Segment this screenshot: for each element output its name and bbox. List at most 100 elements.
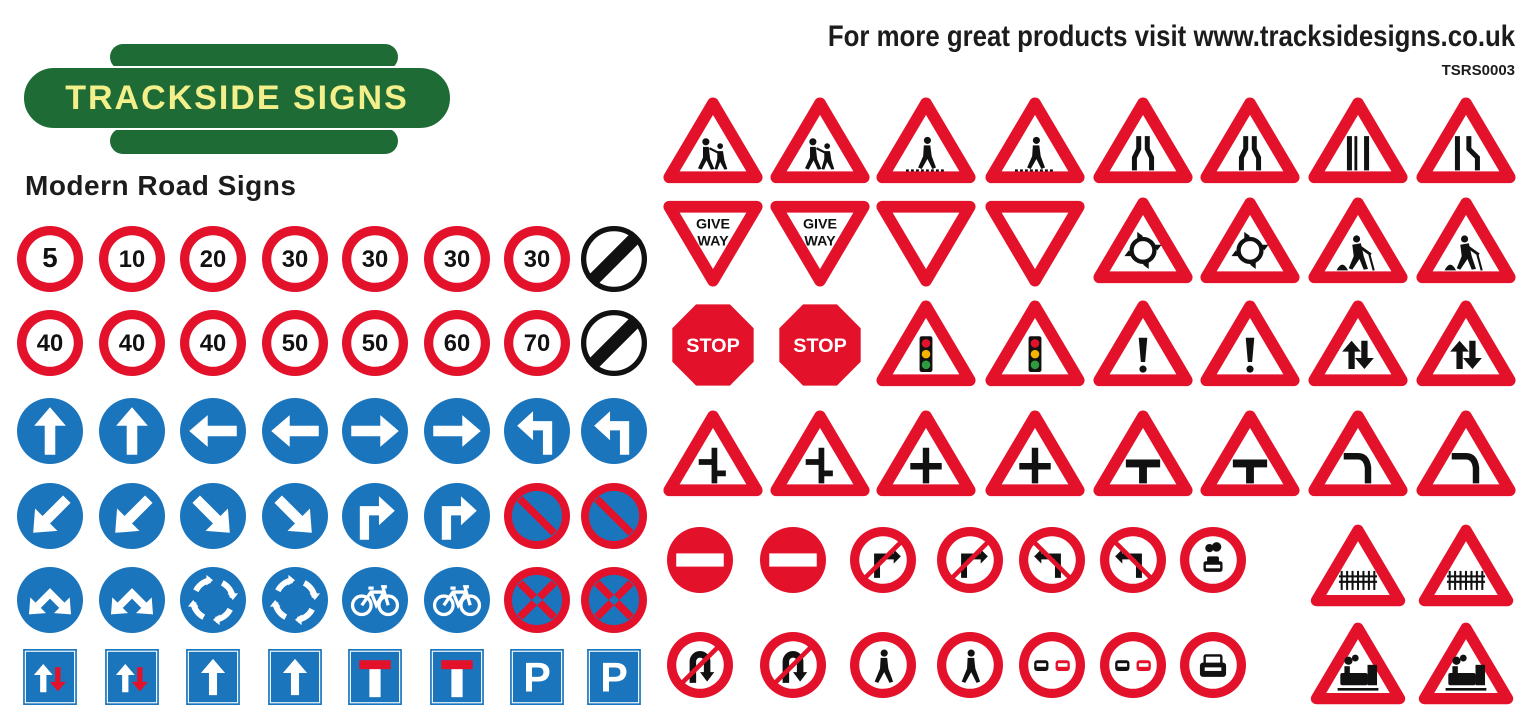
road-narrows-both-sign	[1093, 97, 1193, 184]
parking-p-sign: P	[587, 649, 641, 705]
pedestrian-crossing-sign	[876, 97, 976, 184]
roadworks-sign	[1416, 197, 1516, 284]
left-sign-row	[16, 567, 647, 633]
stop-text: STOP	[793, 335, 847, 357]
right-sign-row	[663, 97, 1516, 184]
bend-sign	[1308, 410, 1408, 497]
speed-value: 30	[282, 246, 308, 273]
roundabout-sign	[1093, 197, 1193, 284]
speed-5-sign: 5	[16, 226, 83, 292]
no-motor-cars-sign	[1180, 632, 1246, 698]
stop-text: STOP	[686, 335, 740, 357]
school-children-sign	[663, 97, 763, 184]
level-crossing-gate-sign	[1310, 524, 1406, 607]
arrow-left-sign	[180, 398, 246, 464]
arrow-down-left-sign	[16, 483, 83, 549]
speed-50-sign: 50	[342, 310, 408, 376]
turn-right-sign	[424, 483, 490, 549]
t-junction-sign	[1093, 410, 1193, 497]
priority-oncoming-sign	[105, 649, 159, 705]
trackside-signs-logo: TRACKSIDE SIGNS	[22, 44, 452, 154]
traffic-signals-sign	[985, 300, 1085, 387]
stop-stop-sign: STOP	[670, 302, 756, 388]
bicycle-sign	[342, 567, 408, 633]
no-waiting-sign	[504, 483, 570, 549]
speed-value: 10	[119, 246, 145, 273]
give-way-give-way-sign: GIVE WAY	[770, 200, 870, 287]
no-left-turn-sign	[1100, 527, 1166, 593]
school-children-sign	[770, 97, 870, 184]
national-speed-limit-sign	[580, 225, 648, 293]
arrow-up-sign	[186, 649, 240, 705]
speed-30-sign: 30	[504, 226, 570, 292]
logo-roundel	[22, 66, 452, 130]
speed-value: 30	[524, 246, 550, 273]
speed-30-sign: 30	[424, 226, 490, 292]
left-sign-row: 5 10 20 30 30 30 30	[16, 225, 648, 293]
road-narrows-right-sign	[1416, 97, 1516, 184]
logo-bottom-bar	[110, 128, 398, 154]
speed-value: 5	[42, 242, 57, 273]
speed-40-sign: 40	[16, 310, 83, 376]
pedestrian-crossing-sign	[985, 97, 1085, 184]
roadworks-sign	[1308, 197, 1408, 284]
arrow-down-right-sign	[180, 483, 246, 549]
pass-either-side-sign	[16, 567, 83, 633]
no-overtaking-sign	[1100, 632, 1166, 698]
no-entry-sign	[667, 527, 733, 593]
no-pedestrians-sign	[850, 632, 916, 698]
no-right-turn-sign	[937, 527, 1003, 593]
mini-roundabout-sign	[180, 567, 246, 633]
no-pedestrians-sign	[937, 632, 1003, 698]
bicycle-sign	[424, 567, 490, 633]
speed-value: 20	[200, 246, 226, 273]
sign-letter: P	[523, 654, 551, 701]
turn-right-sign	[342, 483, 408, 549]
no-left-turn-sign	[1019, 527, 1085, 593]
speed-value: 50	[282, 330, 308, 357]
right-sign-row: GIVE WAY GIVE WAY	[663, 197, 1516, 287]
speed-20-sign: 20	[180, 226, 246, 292]
arrow-up-sign	[268, 649, 322, 705]
arrow-up-sign	[99, 398, 165, 464]
no-entry-sign	[760, 527, 826, 593]
crossroads-sign	[876, 410, 976, 497]
arrow-down-left-sign	[99, 483, 165, 549]
give-way-text: GIVE WAY	[696, 217, 730, 250]
no-waiting-sign	[581, 483, 647, 549]
traffic-signals-sign	[876, 300, 976, 387]
no-stopping-sign	[581, 567, 647, 633]
level-crossing-no-gate-sign	[1418, 622, 1514, 705]
crossroads-sign	[985, 410, 1085, 497]
no-stopping-sign	[504, 567, 570, 633]
sign-letter: P	[600, 654, 628, 701]
arrow-right-sign	[424, 398, 490, 464]
right-sign-row	[667, 622, 1514, 705]
priority-oncoming-sign	[23, 649, 77, 705]
staggered-junction-sign	[663, 410, 763, 497]
pass-either-side-sign	[99, 567, 165, 633]
t-junction-sign	[1200, 410, 1300, 497]
staggered-junction-sign	[770, 410, 870, 497]
speed-value: 30	[362, 246, 388, 273]
no-through-road-t-sign: T	[348, 649, 402, 705]
give-way-sign	[876, 200, 976, 287]
turn-left-sign	[581, 398, 647, 464]
speed-value: 40	[119, 330, 145, 357]
speed-value: 40	[37, 330, 63, 357]
stop-stop-sign: STOP	[777, 302, 863, 388]
give-way-sign	[985, 200, 1085, 287]
left-sign-row: TTPP	[23, 649, 641, 705]
logo-top-bar	[110, 44, 398, 70]
no-motor-vehicles-sign	[1180, 527, 1246, 593]
speed-50-sign: 50	[262, 310, 328, 376]
roundabout-sign	[1200, 197, 1300, 284]
promo-text: For more great products visit www.tracks…	[827, 20, 1515, 53]
no-overtaking-sign	[1019, 632, 1085, 698]
no-through-road-t-sign: T	[430, 649, 484, 705]
speed-30-sign: 30	[262, 226, 328, 292]
product-code: TSRS0003	[1441, 62, 1515, 79]
left-sign-row	[16, 483, 647, 549]
no-u-turn-sign	[667, 632, 733, 698]
